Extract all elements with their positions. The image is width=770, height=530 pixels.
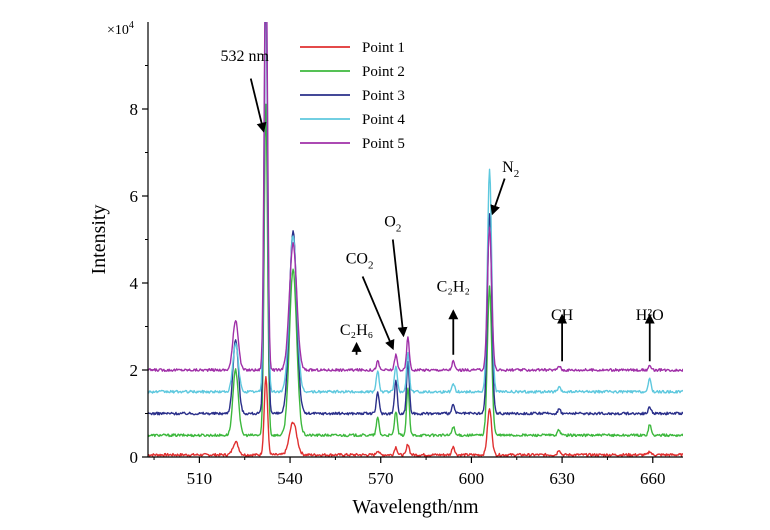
label-sub: 2 (514, 168, 520, 180)
axes: 0 2 4 6 8 510 540 570 600 630 660 Wavelength/nm Inte… (88, 20, 683, 518)
y-tick-label: 0 (130, 448, 139, 467)
plot-area (148, 22, 683, 457)
label-sub: 2 (396, 222, 402, 234)
x-tick-label: 630 (549, 469, 575, 488)
label-aC2H6: C₂H₆ (340, 322, 373, 339)
legend-label-1: Point 1 (362, 40, 405, 56)
label-base: O (384, 213, 396, 230)
x-axis-title: Wavelength/nm (352, 496, 479, 518)
label-aO2: O2 (384, 213, 401, 234)
x-tick-label: 660 (640, 469, 666, 488)
series-line-5 (148, 22, 683, 372)
label-aN2: N2 (502, 159, 519, 180)
y-tick-label: 8 (130, 100, 139, 119)
legend-label-5: Point 5 (362, 136, 405, 152)
y-tick-label: 4 (130, 274, 139, 293)
legend-label-2: Point 2 (362, 64, 405, 80)
series-line-4 (148, 22, 683, 394)
y-axis-multiplier: ×104 (107, 20, 134, 38)
label-aCO2: CO2 (346, 250, 374, 271)
label-aC2H2: C₂H₂ (437, 279, 470, 296)
label-a532: 532 nm (220, 48, 269, 65)
x-tick-label: 600 (459, 469, 485, 488)
x-tick-label: 510 (187, 469, 213, 488)
arrow-aO2 (391, 239, 408, 338)
arrow-aN2 (490, 178, 506, 216)
y-axis-multiplier-exp: 4 (129, 20, 134, 31)
label-aCH: CH (551, 307, 574, 324)
y-axis-title: Intensity (88, 205, 110, 275)
legend-label-3: Point 3 (362, 88, 405, 104)
series-line-1 (148, 375, 683, 457)
arrow-a532 (249, 78, 267, 133)
y-tick-label: 6 (130, 187, 139, 206)
arrow-aCO2 (361, 276, 395, 351)
label-aH2O: H²O (636, 307, 664, 324)
label-base: CO (346, 250, 368, 267)
series-line-2 (148, 103, 683, 438)
label-base: N (502, 159, 514, 176)
label-sub: 2 (368, 259, 374, 271)
legend: Point 1 Point 2 Point 3 Point 4 Point 5 (300, 40, 405, 152)
y-tick-label: 2 (130, 361, 139, 380)
x-tick-label: 540 (277, 469, 303, 488)
legend-label-4: Point 4 (362, 112, 405, 128)
x-tick-label: 570 (368, 469, 394, 488)
